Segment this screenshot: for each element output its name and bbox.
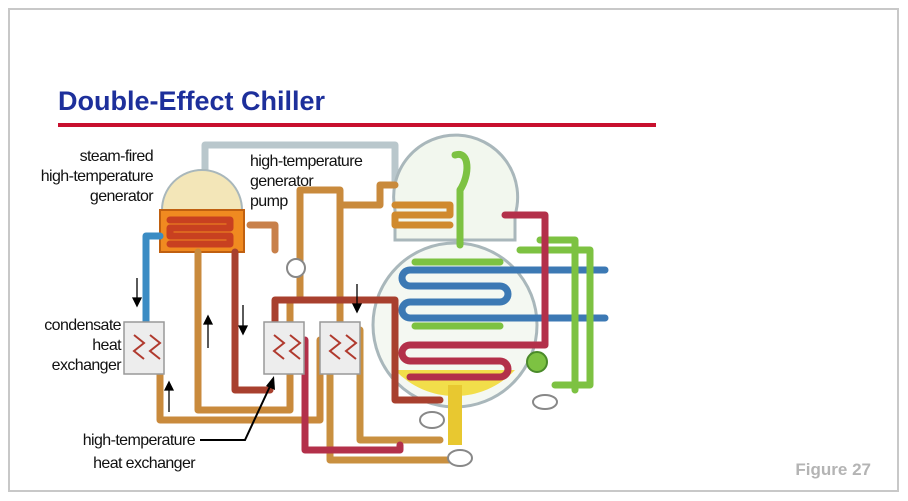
slide-title: Double-Effect Chiller [58,86,326,116]
label-line: exchanger [52,357,123,374]
chiller-diagram [123,133,609,467]
label-line: heat exchanger [93,455,196,472]
label-ht-exchanger: high-temperature heat exchanger [83,432,197,472]
label-pump: high-temperature generator pump [250,153,364,210]
label-line: generator [90,188,154,205]
label-condensate: condensate heat exchanger [44,317,123,374]
label-generator: steam-fired high-temperature generator [41,148,155,205]
label-line: high-temperature [83,432,196,449]
label-line: heat [92,337,122,354]
label-line: condensate [44,317,121,334]
label-line: generator [250,173,314,190]
label-line: high-temperature [250,153,363,170]
label-line: pump [250,193,288,210]
label-line: high-temperature [41,168,154,185]
label-line: steam-fired [80,148,153,165]
figure-number: Figure 27 [795,460,871,479]
title-rule [58,123,656,127]
